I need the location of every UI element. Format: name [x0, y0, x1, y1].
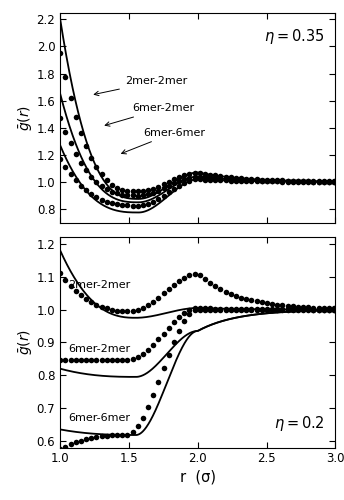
Text: $\eta = 0.2$: $\eta = 0.2$	[274, 414, 324, 433]
Text: 6mer-6mer: 6mer-6mer	[68, 413, 130, 423]
Y-axis label: $\bar{g}(r)$: $\bar{g}(r)$	[16, 330, 34, 355]
Text: 6mer-2mer: 6mer-2mer	[105, 104, 194, 126]
Text: $\eta = 0.35$: $\eta = 0.35$	[264, 27, 324, 46]
Text: 2mer-2mer: 2mer-2mer	[94, 76, 187, 96]
Y-axis label: $\bar{g}(r)$: $\bar{g}(r)$	[16, 104, 34, 130]
Text: 6mer-6mer: 6mer-6mer	[121, 128, 205, 154]
Text: 6mer-2mer: 6mer-2mer	[68, 344, 131, 354]
Text: 2mer-2mer: 2mer-2mer	[68, 280, 131, 290]
X-axis label: r  (σ): r (σ)	[180, 470, 216, 484]
